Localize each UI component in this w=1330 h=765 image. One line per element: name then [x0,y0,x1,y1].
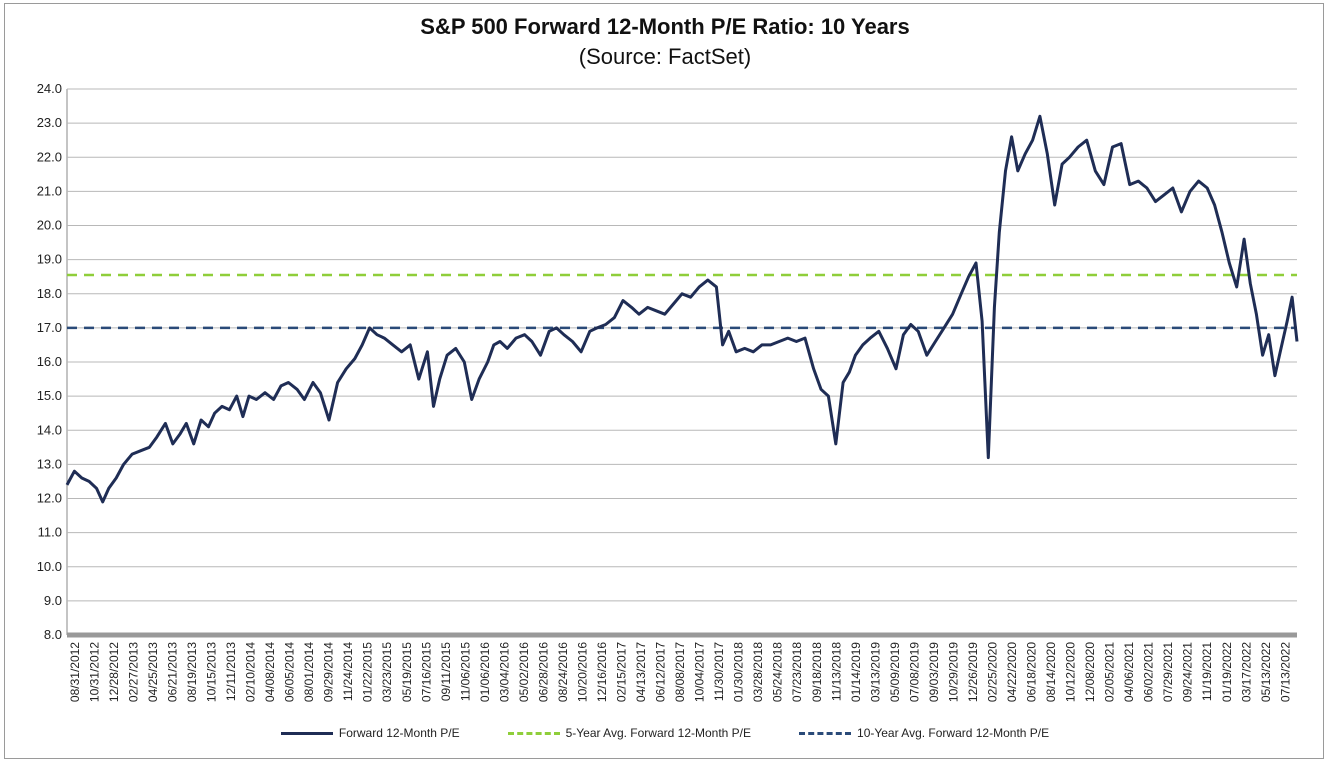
x-tick-label: 01/14/2019 [849,642,863,702]
x-tick-label: 09/24/2021 [1181,642,1195,702]
y-tick-label: 14.0 [37,422,62,437]
x-tick-label: 12/28/2012 [107,642,121,702]
x-tick-label: 09/29/2014 [322,642,336,702]
x-tick-label: 09/11/2015 [439,642,453,701]
x-tick-label: 11/06/2015 [458,642,472,701]
x-tick-label: 10/31/2012 [87,642,101,702]
y-tick-label: 23.0 [37,115,62,130]
x-tick-label: 04/25/2013 [146,642,160,702]
x-tick-label: 06/21/2013 [165,642,179,702]
x-tick-label: 04/08/2014 [263,642,277,702]
x-tick-label: 09/18/2018 [810,642,824,702]
x-tick-label: 08/08/2017 [673,642,687,702]
x-tick-label: 07/16/2015 [419,642,433,702]
x-tick-label: 12/08/2020 [1083,642,1097,702]
x-tick-label: 05/09/2019 [888,642,902,702]
legend-swatch-10yr-avg [799,731,852,735]
y-tick-label: 24.0 [37,81,62,96]
y-tick-label: 11.0 [38,525,62,540]
x-tick-label: 09/03/2019 [927,642,941,702]
x-tick-label: 02/05/2021 [1103,642,1117,702]
x-tick-label: 06/02/2021 [1142,642,1156,702]
x-tick-label: 05/19/2015 [400,642,414,702]
series-layer [65,114,1299,504]
x-tick-label: 10/04/2017 [693,642,707,702]
y-tick-label: 10.0 [37,559,62,574]
x-tick-label: 03/23/2015 [380,642,394,702]
legend-label-forward-pe: Forward 12-Month P/E [338,726,460,740]
x-tick-label: 11/24/2014 [341,642,355,701]
x-tick-label: 03/04/2016 [497,642,511,702]
y-tick-label: 15.0 [37,388,62,403]
x-tick-label: 03/17/2022 [1239,642,1253,702]
x-tick-label: 08/24/2016 [556,642,570,702]
y-tick-label: 17.0 [37,320,62,335]
x-tick-label: 12/11/2013 [224,642,238,701]
x-tick-label: 02/27/2013 [126,642,140,702]
x-tick-label: 08/14/2020 [1044,642,1058,702]
x-tick-label: 01/30/2018 [732,642,746,702]
x-tick-label: 07/29/2021 [1161,642,1175,702]
chart-title: S&P 500 Forward 12-Month P/E Ratio: 10 Y… [420,14,910,39]
y-tick-label: 12.0 [37,491,62,506]
legend-label-10yr-avg: 10-Year Avg. Forward 12-Month P/E [857,726,1050,740]
y-tick-label: 19.0 [37,252,62,267]
y-tick-label: 8.0 [44,627,62,642]
x-tick-label: 10/15/2013 [205,642,219,702]
x-tick-label: 03/13/2019 [868,642,882,702]
legend: Forward 12-Month P/E 5-Year Avg. Forward… [0,721,1330,745]
y-axis-ticks: 8.0 9.0 10.0 11.0 12.0 13.0 14.0 15.0 16.0 17.0 18… [37,81,62,642]
chart-frame [4,3,1324,759]
x-tick-label: 11/30/2017 [712,642,726,701]
y-tick-label: 22.0 [37,149,62,164]
x-tick-label: 05/02/2016 [517,642,531,702]
y-tick-label: 21.0 [37,183,62,198]
x-axis-ticks: 08/31/2012 10/31/2012 12/28/2012 02/27/2013… [68,642,1292,702]
x-tick-label: 01/22/2015 [361,642,375,702]
legend-swatch-5yr-avg [507,731,560,735]
x-tick-label: 10/12/2020 [1064,642,1078,702]
x-tick-label: 06/28/2016 [536,642,550,702]
y-tick-label: 13.0 [37,456,62,471]
legend-label-5yr-avg: 5-Year Avg. Forward 12-Month P/E [565,726,752,740]
x-tick-label: 04/06/2021 [1122,642,1136,702]
grid-lines [66,88,1297,638]
series-forward-pe-line [65,114,1299,504]
y-tick-label: 20.0 [37,218,62,233]
legend-swatch-forward-pe [280,731,333,735]
x-tick-label: 10/20/2016 [575,642,589,702]
x-tick-label: 07/13/2022 [1278,642,1292,702]
y-tick-label: 16.0 [37,354,62,369]
legend-item-10yr-avg: 10-Year Avg. Forward 12-Month P/E [799,721,1049,745]
x-tick-label: 05/13/2022 [1259,642,1273,702]
x-tick-label: 07/08/2019 [907,642,921,702]
x-tick-label: 12/16/2016 [595,642,609,702]
y-tick-label: 18.0 [37,286,62,301]
x-tick-label: 06/12/2017 [654,642,668,702]
x-tick-label: 11/19/2021 [1200,642,1214,701]
x-tick-label: 05/24/2018 [771,642,785,702]
chart-subtitle: (Source: FactSet) [578,44,752,69]
x-tick-label: 02/10/2014 [244,642,258,702]
x-tick-label: 11/13/2018 [829,642,843,701]
x-tick-label: 02/25/2020 [985,642,999,702]
x-tick-label: 04/13/2017 [634,642,648,702]
x-tick-label: 04/22/2020 [1005,642,1019,702]
x-tick-label: 06/05/2014 [283,642,297,702]
x-tick-label: 01/06/2016 [478,642,492,702]
y-tick-label: 9.0 [44,593,62,608]
x-tick-label: 03/28/2018 [751,642,765,702]
legend-item-5yr-avg: 5-Year Avg. Forward 12-Month P/E [507,721,752,745]
x-tick-label: 07/23/2018 [790,642,804,702]
x-tick-label: 12/26/2019 [966,642,980,702]
x-tick-label: 08/01/2014 [302,642,316,702]
x-tick-label: 10/29/2019 [946,642,960,702]
x-tick-label: 06/18/2020 [1025,642,1039,702]
x-tick-label: 08/31/2012 [68,642,82,702]
legend-item-forward-pe: Forward 12-Month P/E [280,721,460,745]
x-tick-label: 01/19/2022 [1220,642,1234,702]
x-tick-label: 02/15/2017 [615,642,629,702]
x-tick-label: 08/19/2013 [185,642,199,702]
